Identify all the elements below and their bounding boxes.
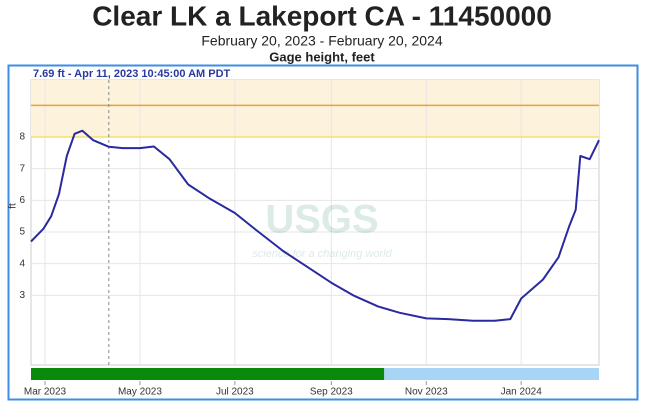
page-title: Clear LK a Lakeport CA - 11450000 xyxy=(92,0,552,31)
x-tick-label: Sep 2023 xyxy=(310,387,353,398)
chart-frame xyxy=(7,64,639,401)
series-line xyxy=(30,129,600,322)
tooltip: 7.69 ft - Apr 11, 2023 10:45:00 AM PDT xyxy=(33,68,231,80)
x-tick-label: May 2023 xyxy=(118,387,162,398)
chart-title: Gage height, feet xyxy=(269,49,375,64)
approval-bar xyxy=(31,368,385,380)
shaded-range xyxy=(31,80,599,137)
y-tick-label: 7 xyxy=(19,163,25,174)
watermark-tagline: science for a changing world xyxy=(252,248,392,260)
y-tick-label: 6 xyxy=(19,195,25,206)
y-tick-label: 5 xyxy=(19,227,25,238)
y-tick-label: 3 xyxy=(19,290,25,301)
x-tick-label: Mar 2023 xyxy=(24,387,67,398)
y-tick-label: 4 xyxy=(19,258,25,269)
x-tick-label: Nov 2023 xyxy=(405,387,448,398)
subtitle: February 20, 2023 - February 20, 2024 xyxy=(201,33,442,49)
y-tick-label: 8 xyxy=(19,132,25,143)
watermark: USGS xyxy=(265,198,378,242)
x-tick-label: Jul 2023 xyxy=(216,387,254,398)
x-tick-label: Jan 2024 xyxy=(501,387,543,398)
approval-bar xyxy=(384,368,599,380)
y-axis-label: ft xyxy=(8,203,19,209)
